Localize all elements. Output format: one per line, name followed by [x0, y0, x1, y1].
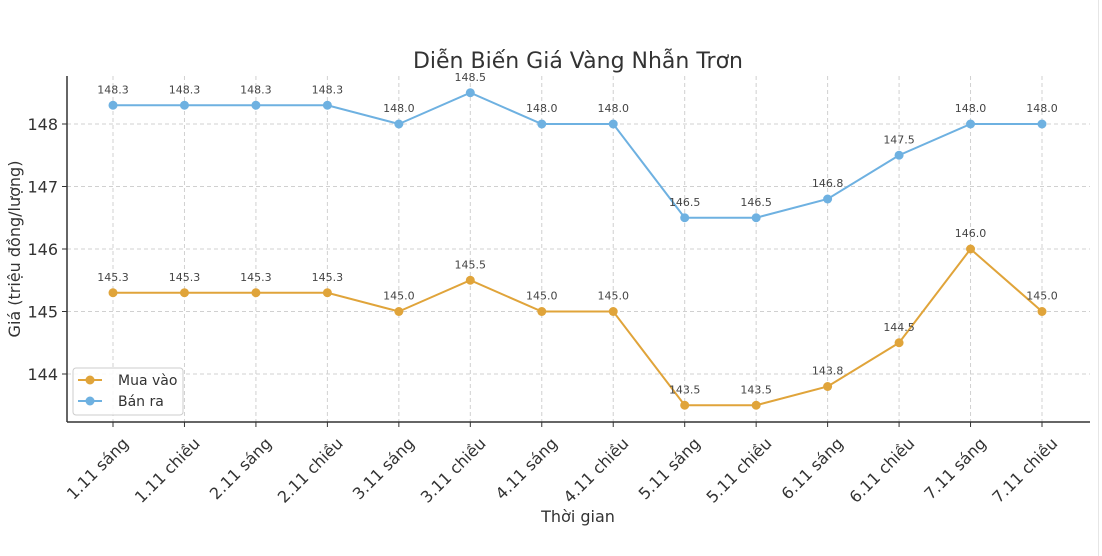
- data-point: [751, 213, 761, 223]
- x-tick-label: 1.11 chiều: [131, 434, 204, 507]
- series-line: [113, 247, 1043, 407]
- data-point: [251, 100, 261, 110]
- data-label: 148.3: [97, 83, 129, 96]
- x-tick-label: 2.11 chiều: [274, 434, 347, 507]
- data-label: 146.8: [812, 177, 844, 190]
- data-point: [680, 213, 690, 223]
- data-point: [251, 288, 261, 298]
- data-point: [394, 307, 404, 316]
- data-point: [537, 119, 547, 129]
- data-point: [823, 194, 833, 204]
- data-point: [608, 119, 618, 129]
- data-point: [823, 382, 833, 391]
- data-label: 148.3: [240, 83, 272, 96]
- data-label: 145.3: [240, 271, 272, 284]
- data-point: [322, 100, 332, 110]
- data-point: [179, 100, 189, 110]
- x-tick-label: 6.11 sáng: [778, 434, 847, 503]
- data-label: 148.0: [383, 102, 415, 115]
- data-point: [537, 307, 547, 316]
- data-label: 145.0: [1026, 290, 1058, 303]
- x-tick-label: 3.11 chiều: [417, 434, 490, 507]
- x-tick-label: 7.11 sáng: [920, 434, 989, 503]
- data-point: [894, 150, 904, 160]
- data-label: 143.5: [740, 383, 772, 396]
- data-label: 143.8: [812, 365, 844, 378]
- data-point: [179, 288, 189, 298]
- legend-label: Mua vào: [118, 373, 177, 389]
- data-label: 148.3: [312, 83, 344, 96]
- data-point: [680, 400, 690, 410]
- data-point: [465, 275, 475, 285]
- data-label: 148.0: [1026, 102, 1058, 115]
- x-tick-label: 2.11 sáng: [206, 434, 275, 503]
- data-point: [108, 288, 118, 298]
- y-tick-label: 144: [27, 365, 58, 384]
- y-tick-label: 145: [27, 303, 58, 322]
- x-tick-label: 1.11 sáng: [63, 434, 132, 503]
- x-tick-label: 4.11 chiều: [560, 434, 633, 507]
- y-tick-label: 148: [27, 115, 58, 134]
- data-label: 145.0: [597, 290, 629, 303]
- data-label: 148.0: [597, 102, 629, 115]
- data-point: [394, 119, 404, 129]
- x-tick-label: 6.11 chiều: [846, 434, 919, 507]
- legend: Mua vào Bán ra: [72, 367, 184, 416]
- y-axis-label: Giá (triệu đồng/lượng): [5, 161, 24, 338]
- data-label: 145.0: [383, 290, 415, 303]
- x-tick-label: 7.11 chiều: [988, 434, 1061, 507]
- image-edge: [1098, 0, 1099, 556]
- data-point: [108, 100, 118, 110]
- series-line: [113, 91, 1042, 219]
- x-axis-label: Thời gian: [540, 507, 615, 526]
- data-label: 146.0: [955, 227, 987, 240]
- data-label: 145.3: [97, 271, 129, 284]
- y-tick-label: 146: [27, 240, 58, 259]
- data-label: 147.5: [883, 133, 915, 146]
- data-point: [894, 338, 904, 348]
- data-label: 145.3: [169, 271, 201, 284]
- data-label: 146.5: [669, 196, 701, 209]
- data-label: 145.3: [312, 271, 344, 284]
- grid-lines: [67, 76, 1090, 422]
- x-tick-label: 4.11 sáng: [492, 434, 561, 503]
- data-point: [966, 119, 976, 129]
- data-point: [966, 244, 976, 254]
- data-label: 144.5: [883, 321, 915, 334]
- data-point: [322, 288, 332, 298]
- data-labels: 145.3 145.3 145.3 145.3 145.0 145.5 145.0 145.0…: [97, 71, 1058, 397]
- x-tick-label: 5.11 chiều: [703, 434, 776, 507]
- data-label: 148.0: [955, 102, 987, 115]
- x-tick-label: 5.11 sáng: [635, 434, 704, 503]
- data-label: 148.3: [169, 83, 201, 96]
- data-label: 145.5: [455, 258, 487, 271]
- x-tick-label: 3.11 sáng: [349, 434, 418, 503]
- y-axis-ticks: 144 145 146 147 148: [27, 115, 67, 384]
- data-label: 148.5: [455, 71, 487, 84]
- data-point: [1037, 307, 1047, 316]
- legend-label: Bán ra: [118, 394, 164, 410]
- data-label: 145.0: [526, 290, 558, 303]
- data-point: [751, 400, 761, 410]
- data-label: 148.0: [526, 102, 558, 115]
- series-lines: [108, 88, 1047, 410]
- data-point: [1037, 119, 1047, 129]
- data-point: [608, 307, 618, 316]
- data-label: 146.5: [740, 196, 772, 209]
- chart-title: Diễn Biến Giá Vàng Nhẫn Trơn: [413, 48, 743, 74]
- data-point: [465, 88, 475, 98]
- data-label: 143.5: [669, 383, 701, 396]
- y-tick-label: 147: [27, 178, 58, 197]
